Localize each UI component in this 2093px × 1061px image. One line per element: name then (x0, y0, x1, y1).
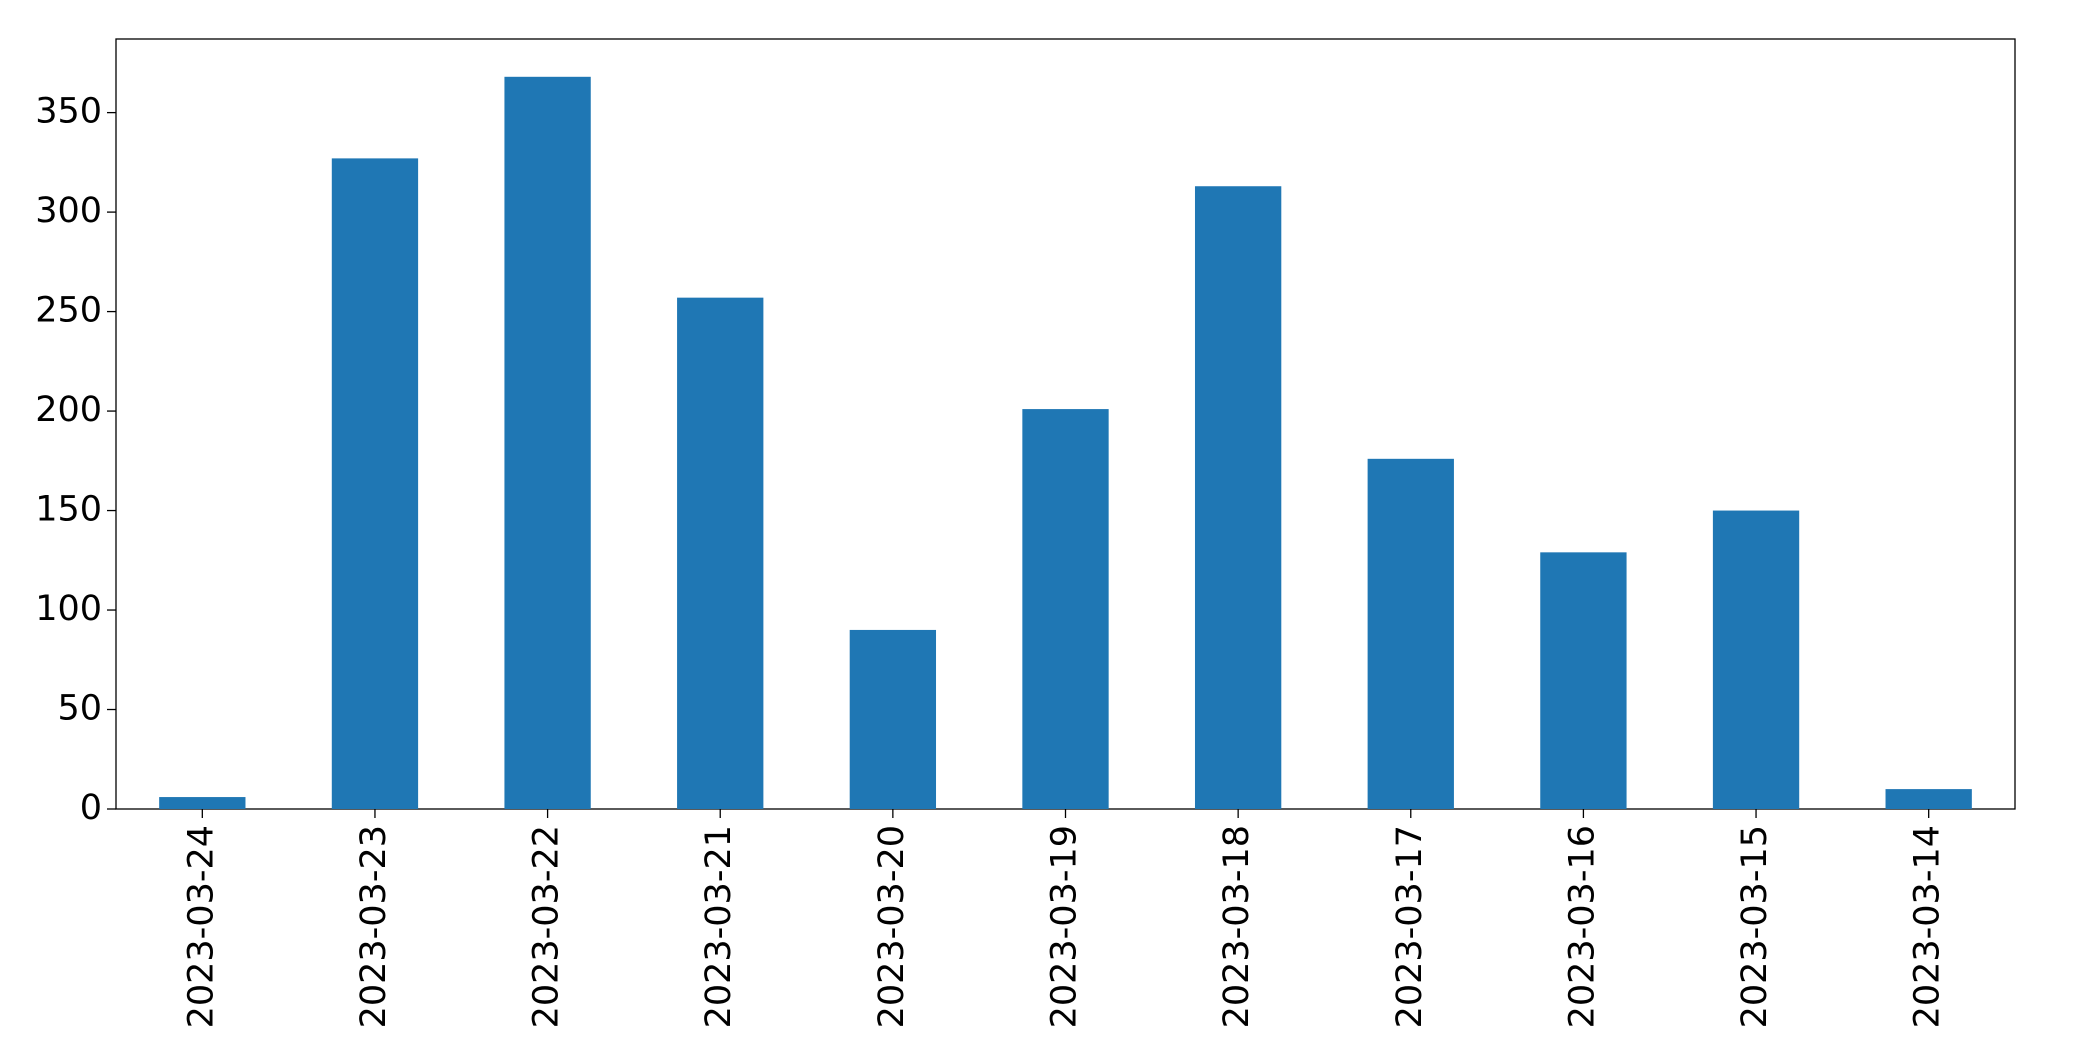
x-tick-label: 2023-03-23 (354, 825, 394, 1028)
y-tick-label: 100 (35, 589, 102, 629)
bar (504, 76, 591, 810)
y-tick-label: 0 (80, 788, 102, 828)
bar (1022, 409, 1109, 809)
x-tick-label: 2023-03-20 (872, 825, 912, 1028)
x-tick-label: 2023-03-19 (1045, 825, 1085, 1028)
x-tick-label: 2023-03-21 (699, 825, 739, 1028)
bar (1712, 510, 1800, 809)
bar (331, 158, 419, 809)
bar (849, 629, 937, 809)
bar (159, 797, 246, 809)
x-tick-label: 2023-03-14 (1908, 825, 1948, 1028)
y-tick-label: 200 (35, 390, 102, 430)
y-tick-label: 250 (35, 291, 102, 331)
y-tick-label: 50 (57, 689, 102, 729)
bar (1540, 552, 1627, 809)
x-tick-label: 2023-03-18 (1217, 825, 1257, 1028)
x-tick-label: 2023-03-15 (1735, 825, 1775, 1028)
y-tick-label: 150 (35, 490, 102, 530)
bar (1367, 458, 1454, 809)
bar (1194, 186, 1282, 810)
y-tick-label: 300 (35, 191, 102, 231)
bar (1885, 789, 1972, 809)
x-tick-label: 2023-03-16 (1562, 825, 1602, 1028)
x-tick-label: 2023-03-22 (527, 825, 567, 1028)
x-tick-label: 2023-03-24 (181, 825, 221, 1028)
y-tick-label: 350 (35, 92, 102, 132)
bar (677, 297, 764, 809)
x-tick-label: 2023-03-17 (1390, 825, 1430, 1028)
